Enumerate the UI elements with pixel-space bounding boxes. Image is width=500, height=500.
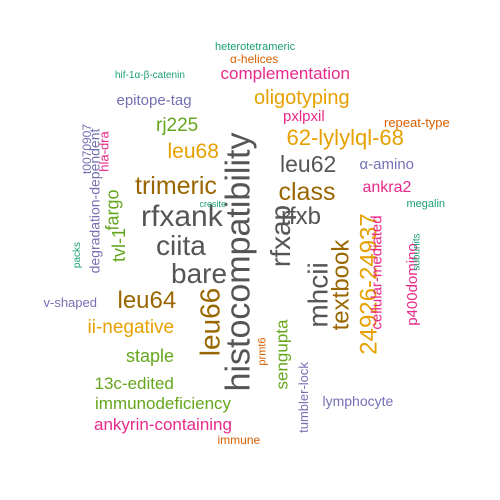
word-ankra2: ankra2: [362, 179, 412, 196]
word-fargo: fargo: [102, 189, 123, 231]
word-bare: bare: [171, 258, 228, 289]
word-hif-1a-b-catenin: hif-1α-β-catenin: [115, 70, 185, 81]
word-complementation: complementation: [220, 63, 350, 83]
word-subunits: subunits: [411, 233, 423, 271]
word-13c-edited: 13c-edited: [94, 373, 174, 393]
word-lymphocyte: lymphocyte: [322, 393, 394, 409]
word-staple: staple: [126, 346, 175, 366]
word-prmt6: prmt6: [256, 336, 269, 366]
word-t0070907: t0070907: [80, 123, 95, 175]
word-class: class: [278, 177, 336, 206]
word-immune: immune: [217, 433, 261, 447]
word-leu62: leu62: [280, 150, 337, 177]
word-rfxb: rfxb: [281, 203, 322, 230]
word-62-lylylql-68: 62-lylylql-68: [286, 125, 404, 150]
word-leu68: leu68: [167, 139, 219, 163]
word-oligotyping: oligotyping: [254, 87, 350, 109]
word-rfxank: rfxank: [141, 200, 223, 233]
word-repeat-type: repeat-type: [384, 114, 450, 130]
word-ii-negative: ii-negative: [87, 316, 175, 338]
word-v-shaped: v-shaped: [43, 294, 97, 310]
word-cresite: cresite: [199, 198, 227, 209]
word-tvl-1: tvl-1: [109, 227, 130, 263]
word-packs: packs: [72, 241, 84, 269]
word-rj225: rj225: [156, 114, 199, 136]
word-textbook: textbook: [326, 239, 354, 331]
word-heterotetrameric: heterotetrameric: [215, 40, 296, 53]
word-tumbler-lock: tumbler-lock: [295, 361, 311, 433]
word-leu66: leu66: [193, 287, 225, 357]
word-pxlpxil: pxlpxil: [283, 107, 325, 125]
word-leu64: leu64: [117, 287, 177, 314]
word-cellular-mediated: cellular-mediated: [368, 214, 386, 330]
word-immunodeficiency: immunodeficiency: [95, 393, 232, 413]
word-megalin: megalin: [406, 197, 446, 210]
word-alpha-helices: α-helices: [230, 52, 279, 66]
word-trimeric: trimeric: [135, 171, 217, 200]
word-epitope-tag: epitope-tag: [116, 91, 192, 109]
word-sengupta: sengupta: [272, 319, 292, 389]
word-alpha-amino: α-amino: [359, 155, 415, 173]
word-ciita: ciita: [156, 230, 206, 261]
word-ankyrin-containing: ankyrin-containing: [94, 414, 232, 434]
